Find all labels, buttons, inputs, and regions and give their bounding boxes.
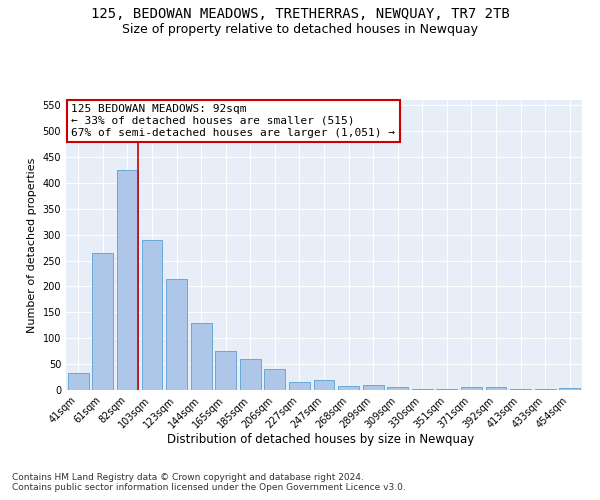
Bar <box>166 278 187 390</box>
Bar <box>314 380 334 390</box>
Bar <box>215 350 236 390</box>
Bar <box>412 389 433 390</box>
Bar <box>559 388 580 390</box>
Text: Contains public sector information licensed under the Open Government Licence v3: Contains public sector information licen… <box>12 484 406 492</box>
Bar <box>461 388 482 390</box>
Bar <box>240 359 261 390</box>
Bar <box>485 388 506 390</box>
Bar <box>510 389 531 390</box>
Text: 125 BEDOWAN MEADOWS: 92sqm
← 33% of detached houses are smaller (515)
67% of sem: 125 BEDOWAN MEADOWS: 92sqm ← 33% of deta… <box>71 104 395 138</box>
Text: Size of property relative to detached houses in Newquay: Size of property relative to detached ho… <box>122 22 478 36</box>
Bar <box>289 382 310 390</box>
Bar <box>535 389 556 390</box>
Bar <box>265 370 286 390</box>
Bar <box>338 386 359 390</box>
Text: Contains HM Land Registry data © Crown copyright and database right 2024.: Contains HM Land Registry data © Crown c… <box>12 472 364 482</box>
Text: Distribution of detached houses by size in Newquay: Distribution of detached houses by size … <box>167 432 475 446</box>
Text: 125, BEDOWAN MEADOWS, TRETHERRAS, NEWQUAY, TR7 2TB: 125, BEDOWAN MEADOWS, TRETHERRAS, NEWQUA… <box>91 8 509 22</box>
Bar <box>92 253 113 390</box>
Bar <box>68 373 89 390</box>
Bar <box>191 322 212 390</box>
Bar <box>436 389 457 390</box>
Bar <box>387 388 408 390</box>
Y-axis label: Number of detached properties: Number of detached properties <box>27 158 37 332</box>
Bar <box>362 385 383 390</box>
Bar <box>117 170 138 390</box>
Bar <box>142 240 163 390</box>
